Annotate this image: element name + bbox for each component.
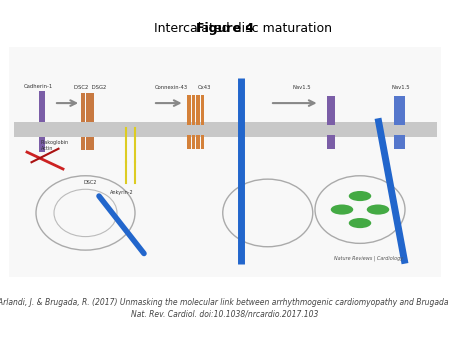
Bar [41,137,45,152]
Ellipse shape [349,218,371,228]
Ellipse shape [349,191,371,201]
Bar [187,135,191,149]
Text: Cadherin-1: Cadherin-1 [23,84,53,89]
Text: Nav1.5: Nav1.5 [292,86,311,90]
Text: Cx43: Cx43 [198,86,212,90]
Bar [14,122,436,137]
Bar [86,93,90,122]
Bar [192,95,195,125]
Bar [327,96,330,125]
Bar [396,96,400,125]
Bar [399,96,402,125]
Bar [396,135,400,149]
Text: Moncayo-Arlandi, J. & Brugada, R. (2017) Unmasking the molecular link between ar: Moncayo-Arlandi, J. & Brugada, R. (2017)… [0,298,450,307]
Bar [331,96,335,125]
Bar [329,135,333,149]
Text: Figure 4: Figure 4 [196,22,254,35]
Ellipse shape [331,204,353,215]
Bar [394,135,398,149]
Text: Nav1.5: Nav1.5 [391,86,410,90]
Bar [329,96,333,125]
Text: DSC2: DSC2 [83,180,97,185]
Bar [192,135,195,149]
Text: Plakoglobin
Actin: Plakoglobin Actin [40,140,68,151]
FancyBboxPatch shape [9,47,441,277]
Ellipse shape [367,204,389,215]
Text: Ankyrin-2: Ankyrin-2 [110,190,133,195]
Bar [327,135,330,149]
Bar [81,137,85,150]
Bar [196,135,200,149]
Bar [187,95,191,125]
Text: Connexin-43: Connexin-43 [154,86,188,90]
Bar [196,95,200,125]
Bar [39,91,42,122]
Bar [86,137,90,150]
Text: DSC2  DSG2: DSC2 DSG2 [74,86,106,90]
Bar [90,137,94,150]
Bar [41,91,45,122]
Bar [331,135,335,149]
Text: Intercalated disc maturation: Intercalated disc maturation [118,22,332,35]
Bar [399,135,402,149]
Bar [201,135,204,149]
Bar [401,135,405,149]
Text: Nature Reviews | Cardiology: Nature Reviews | Cardiology [334,256,404,261]
Bar [394,96,398,125]
Bar [401,96,405,125]
Bar [81,93,85,122]
Bar [39,137,42,152]
Bar [90,93,94,122]
Text: Nat. Rev. Cardiol. doi:10.1038/nrcardio.2017.103: Nat. Rev. Cardiol. doi:10.1038/nrcardio.… [131,310,319,319]
Bar [201,95,204,125]
